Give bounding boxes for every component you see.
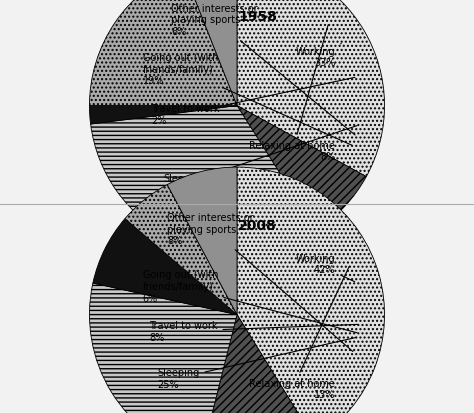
- Text: Travel to work
2%: Travel to work 2%: [151, 78, 355, 125]
- Wedge shape: [91, 106, 316, 254]
- Text: Other interests or
playing sports
8%: Other interests or playing sports 8%: [167, 212, 353, 351]
- Wedge shape: [182, 0, 237, 106]
- Text: Working
33%: Working 33%: [296, 45, 341, 68]
- Text: Sleeping
32%: Sleeping 32%: [163, 126, 357, 195]
- Text: 1958: 1958: [238, 10, 277, 24]
- Wedge shape: [90, 0, 237, 106]
- Text: Sleeping
25%: Sleeping 25%: [157, 337, 356, 389]
- Text: Travel to work
8%: Travel to work 8%: [149, 320, 358, 342]
- Wedge shape: [167, 168, 237, 315]
- Text: Going out (with
friends/family)
19%: Going out (with friends/family) 19%: [143, 53, 352, 146]
- Text: Working
42%: Working 42%: [296, 253, 355, 282]
- Wedge shape: [93, 219, 237, 315]
- Text: 2008: 2008: [238, 219, 277, 233]
- Wedge shape: [90, 283, 237, 413]
- Text: Relaxing at home
13%: Relaxing at home 13%: [249, 266, 349, 399]
- Wedge shape: [237, 168, 384, 413]
- Text: Other interests or
playing sports
6%: Other interests or playing sports 6%: [172, 4, 355, 135]
- Wedge shape: [237, 106, 366, 230]
- Wedge shape: [201, 315, 315, 413]
- Text: Relaxing at home
8%: Relaxing at home 8%: [249, 26, 336, 162]
- Wedge shape: [125, 185, 237, 315]
- Wedge shape: [90, 106, 237, 125]
- Wedge shape: [237, 0, 384, 177]
- Text: Going out (with
friends/family)
6%: Going out (with friends/family) 6%: [143, 270, 357, 333]
